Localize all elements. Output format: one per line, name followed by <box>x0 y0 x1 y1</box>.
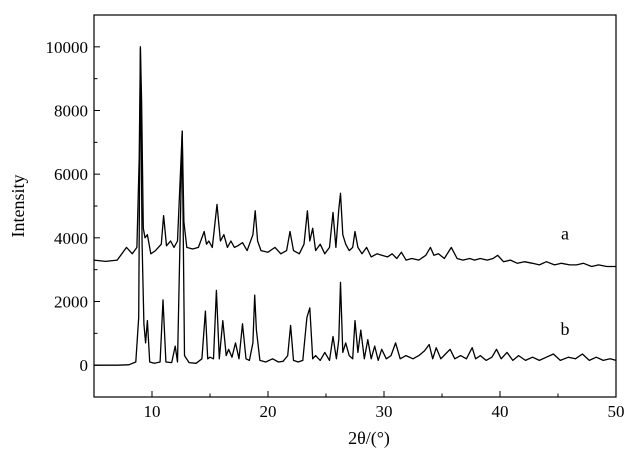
y-tick-label: 8000 <box>54 102 88 121</box>
x-axis-title: 2θ/(°) <box>348 428 390 449</box>
series-line-a <box>93 47 616 268</box>
y-tick-label: 0 <box>80 356 89 375</box>
y-tick-label: 4000 <box>54 229 88 248</box>
y-tick-label: 10000 <box>46 38 89 57</box>
series-label-b: b <box>560 319 569 339</box>
x-tick-label: 40 <box>492 402 509 421</box>
series-line-b <box>94 46 617 366</box>
y-axis-title: Intensity <box>8 175 28 238</box>
x-tick-label: 20 <box>260 402 277 421</box>
y-tick-label: 2000 <box>54 293 88 312</box>
x-tick-label: 50 <box>608 402 625 421</box>
x-tick-label: 30 <box>376 402 393 421</box>
series-labels: ab <box>560 223 569 338</box>
series-label-a: a <box>561 223 569 243</box>
series-lines <box>93 46 617 366</box>
x-tick-label: 10 <box>144 402 161 421</box>
axis-tick-labels: 10 20 30 40 50 0 2000 4000 6000 8000 10000 <box>46 38 625 421</box>
y-tick-label: 6000 <box>54 165 88 184</box>
plot-area <box>93 14 617 398</box>
